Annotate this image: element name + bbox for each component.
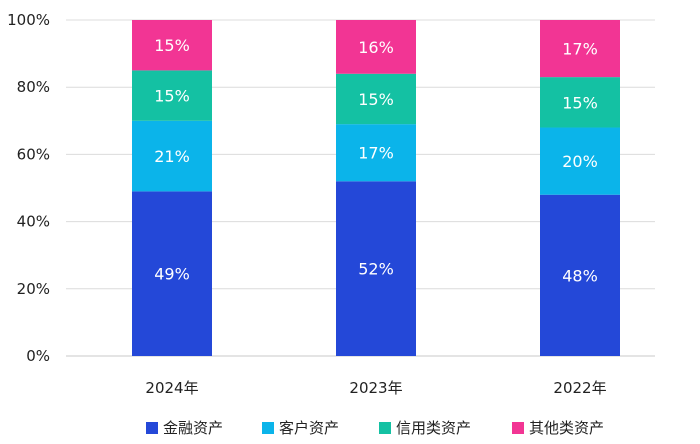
data-label: 20% [562, 152, 598, 171]
data-label: 15% [154, 36, 190, 55]
bar-segment [336, 20, 416, 74]
bar-segment [540, 127, 620, 195]
bars: 49% 21% 15% 15% 52% 17% 15% 16% 48% 20% 15% 17% [132, 20, 620, 356]
data-label: 17% [562, 40, 598, 59]
legend-label: 客户资产 [279, 419, 339, 437]
x-category-label: 2022年 [553, 379, 606, 397]
legend: 金融资产 客户资产 信用类资产 其他类资产 [146, 419, 604, 437]
legend-swatch [512, 422, 524, 434]
legend-label: 金融资产 [163, 419, 223, 437]
bar-segment [540, 20, 620, 78]
data-label: 49% [154, 265, 190, 284]
data-label: 52% [358, 260, 394, 279]
data-label: 17% [358, 144, 394, 163]
bar-segment [336, 181, 416, 356]
y-axis-ticks: 0% 20% 40% 60% 80% 100% [7, 11, 50, 365]
y-tick-label: 0% [26, 347, 50, 365]
bar-segment [540, 77, 620, 128]
bar-segment [132, 120, 212, 192]
y-tick-label: 60% [17, 145, 50, 163]
bar-segment [336, 124, 416, 182]
data-label: 16% [358, 38, 394, 57]
legend-label: 其他类资产 [529, 419, 604, 437]
y-tick-label: 20% [17, 280, 50, 298]
legend-swatch [262, 422, 274, 434]
bar-segment [132, 20, 212, 71]
data-label: 21% [154, 147, 190, 166]
legend-swatch [379, 422, 391, 434]
x-category-label: 2023年 [349, 379, 402, 397]
x-category-label: 2024年 [145, 379, 198, 397]
bar-segment [540, 194, 620, 356]
data-label: 15% [358, 90, 394, 109]
data-label: 15% [154, 87, 190, 106]
bar-segment [132, 70, 212, 121]
legend-swatch [146, 422, 158, 434]
data-label: 15% [562, 93, 598, 112]
x-axis-categories: 2024年 2023年 2022年 [145, 379, 606, 397]
y-tick-label: 80% [17, 78, 50, 96]
bar-segment [336, 73, 416, 125]
y-tick-label: 100% [7, 11, 50, 29]
data-label: 48% [562, 266, 598, 285]
bar-segment [132, 191, 212, 356]
legend-label: 信用类资产 [396, 419, 471, 437]
y-tick-label: 40% [17, 213, 50, 231]
